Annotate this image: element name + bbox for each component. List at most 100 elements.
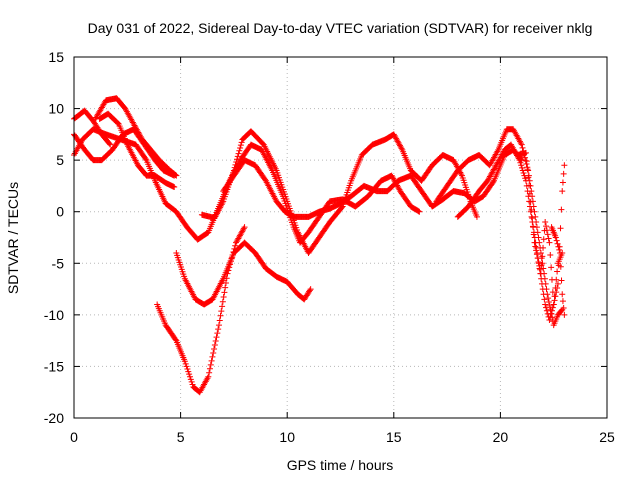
data-point — [548, 276, 555, 283]
chart-title: Day 031 of 2022, Sidereal Day-to-day VTE… — [88, 20, 593, 36]
x-axis-label: GPS time / hours — [287, 457, 394, 473]
data-point — [559, 298, 566, 305]
data-point — [215, 322, 222, 329]
data-point — [182, 360, 189, 367]
data-point — [561, 162, 568, 169]
data-point — [554, 285, 561, 292]
data-point — [543, 227, 550, 234]
data-point — [525, 193, 532, 200]
data-point — [556, 246, 563, 253]
data-point — [531, 239, 538, 246]
data-point — [237, 144, 244, 151]
data-point — [208, 357, 215, 364]
data-point — [518, 141, 525, 148]
data-point — [555, 243, 562, 250]
data-point — [211, 345, 218, 352]
data-point — [554, 280, 561, 287]
data-point — [546, 302, 553, 309]
data-point — [539, 253, 546, 260]
data-point — [524, 166, 531, 173]
data-point — [209, 353, 216, 360]
data-point — [526, 203, 533, 210]
data-point — [490, 178, 497, 185]
data-point — [234, 156, 241, 163]
data-point — [171, 183, 178, 190]
grid-lines — [74, 57, 607, 418]
series-track-9 — [220, 146, 525, 220]
data-point — [212, 338, 219, 345]
data-point — [213, 211, 220, 218]
data-point — [306, 287, 313, 294]
data-point — [227, 258, 234, 265]
data-point — [522, 177, 529, 184]
data-point — [557, 263, 564, 270]
data-point — [546, 317, 553, 324]
data-point — [537, 270, 544, 277]
data-point — [540, 291, 547, 298]
data-point — [522, 149, 529, 156]
data-point — [219, 298, 226, 305]
data-point — [222, 284, 229, 291]
data-point — [229, 252, 236, 259]
series-track-11 — [454, 141, 566, 324]
data-point — [235, 150, 242, 157]
series-track-7 — [154, 224, 248, 396]
y-tick-label: 0 — [56, 204, 64, 220]
data-point — [529, 215, 536, 222]
data-point — [534, 255, 541, 262]
data-point — [559, 179, 566, 186]
y-tick-label: 10 — [48, 101, 64, 117]
data-point — [225, 267, 232, 274]
data-point — [232, 161, 239, 168]
data-point — [543, 223, 550, 230]
data-point — [546, 239, 553, 246]
data-point — [207, 361, 214, 368]
data-point — [526, 190, 533, 197]
data-point — [473, 213, 480, 220]
x-tick-label: 5 — [177, 429, 185, 445]
data-point — [241, 224, 248, 231]
data-point — [186, 371, 193, 378]
data-point — [544, 231, 551, 238]
series-track-13 — [548, 224, 568, 318]
data-point — [215, 326, 222, 333]
series-track-6 — [173, 239, 314, 308]
series-track-2 — [71, 107, 114, 148]
data-point — [525, 167, 532, 174]
data-point — [211, 342, 218, 349]
data-point — [172, 171, 179, 178]
x-tick-label: 25 — [599, 429, 615, 445]
data-point — [528, 207, 535, 214]
data-point — [233, 159, 240, 166]
data-point — [216, 205, 223, 212]
data-point — [531, 234, 538, 241]
data-point — [415, 208, 422, 215]
data-point — [527, 198, 534, 205]
x-tick-label: 15 — [386, 429, 402, 445]
data-point — [525, 174, 532, 181]
data-point — [107, 141, 114, 148]
y-tick-label: -15 — [44, 358, 64, 374]
data-point — [214, 330, 221, 337]
data-point — [226, 264, 233, 271]
data-point — [222, 279, 229, 286]
data-point — [184, 366, 191, 373]
data-point — [528, 213, 535, 220]
data-point — [557, 249, 564, 256]
data-point — [557, 225, 564, 232]
data-point — [189, 381, 196, 388]
series-track-5 — [96, 110, 178, 190]
data-point — [173, 172, 180, 179]
data-point — [540, 236, 547, 243]
data-point — [550, 301, 557, 308]
data-point — [106, 140, 113, 147]
data-point — [234, 153, 241, 160]
data-point — [543, 307, 550, 314]
data-point — [545, 235, 552, 242]
series-track-4 — [92, 95, 180, 179]
data-point — [542, 301, 549, 308]
data-point — [554, 240, 561, 247]
data-point — [181, 358, 188, 365]
data-point — [142, 155, 149, 162]
data-point — [519, 167, 526, 174]
